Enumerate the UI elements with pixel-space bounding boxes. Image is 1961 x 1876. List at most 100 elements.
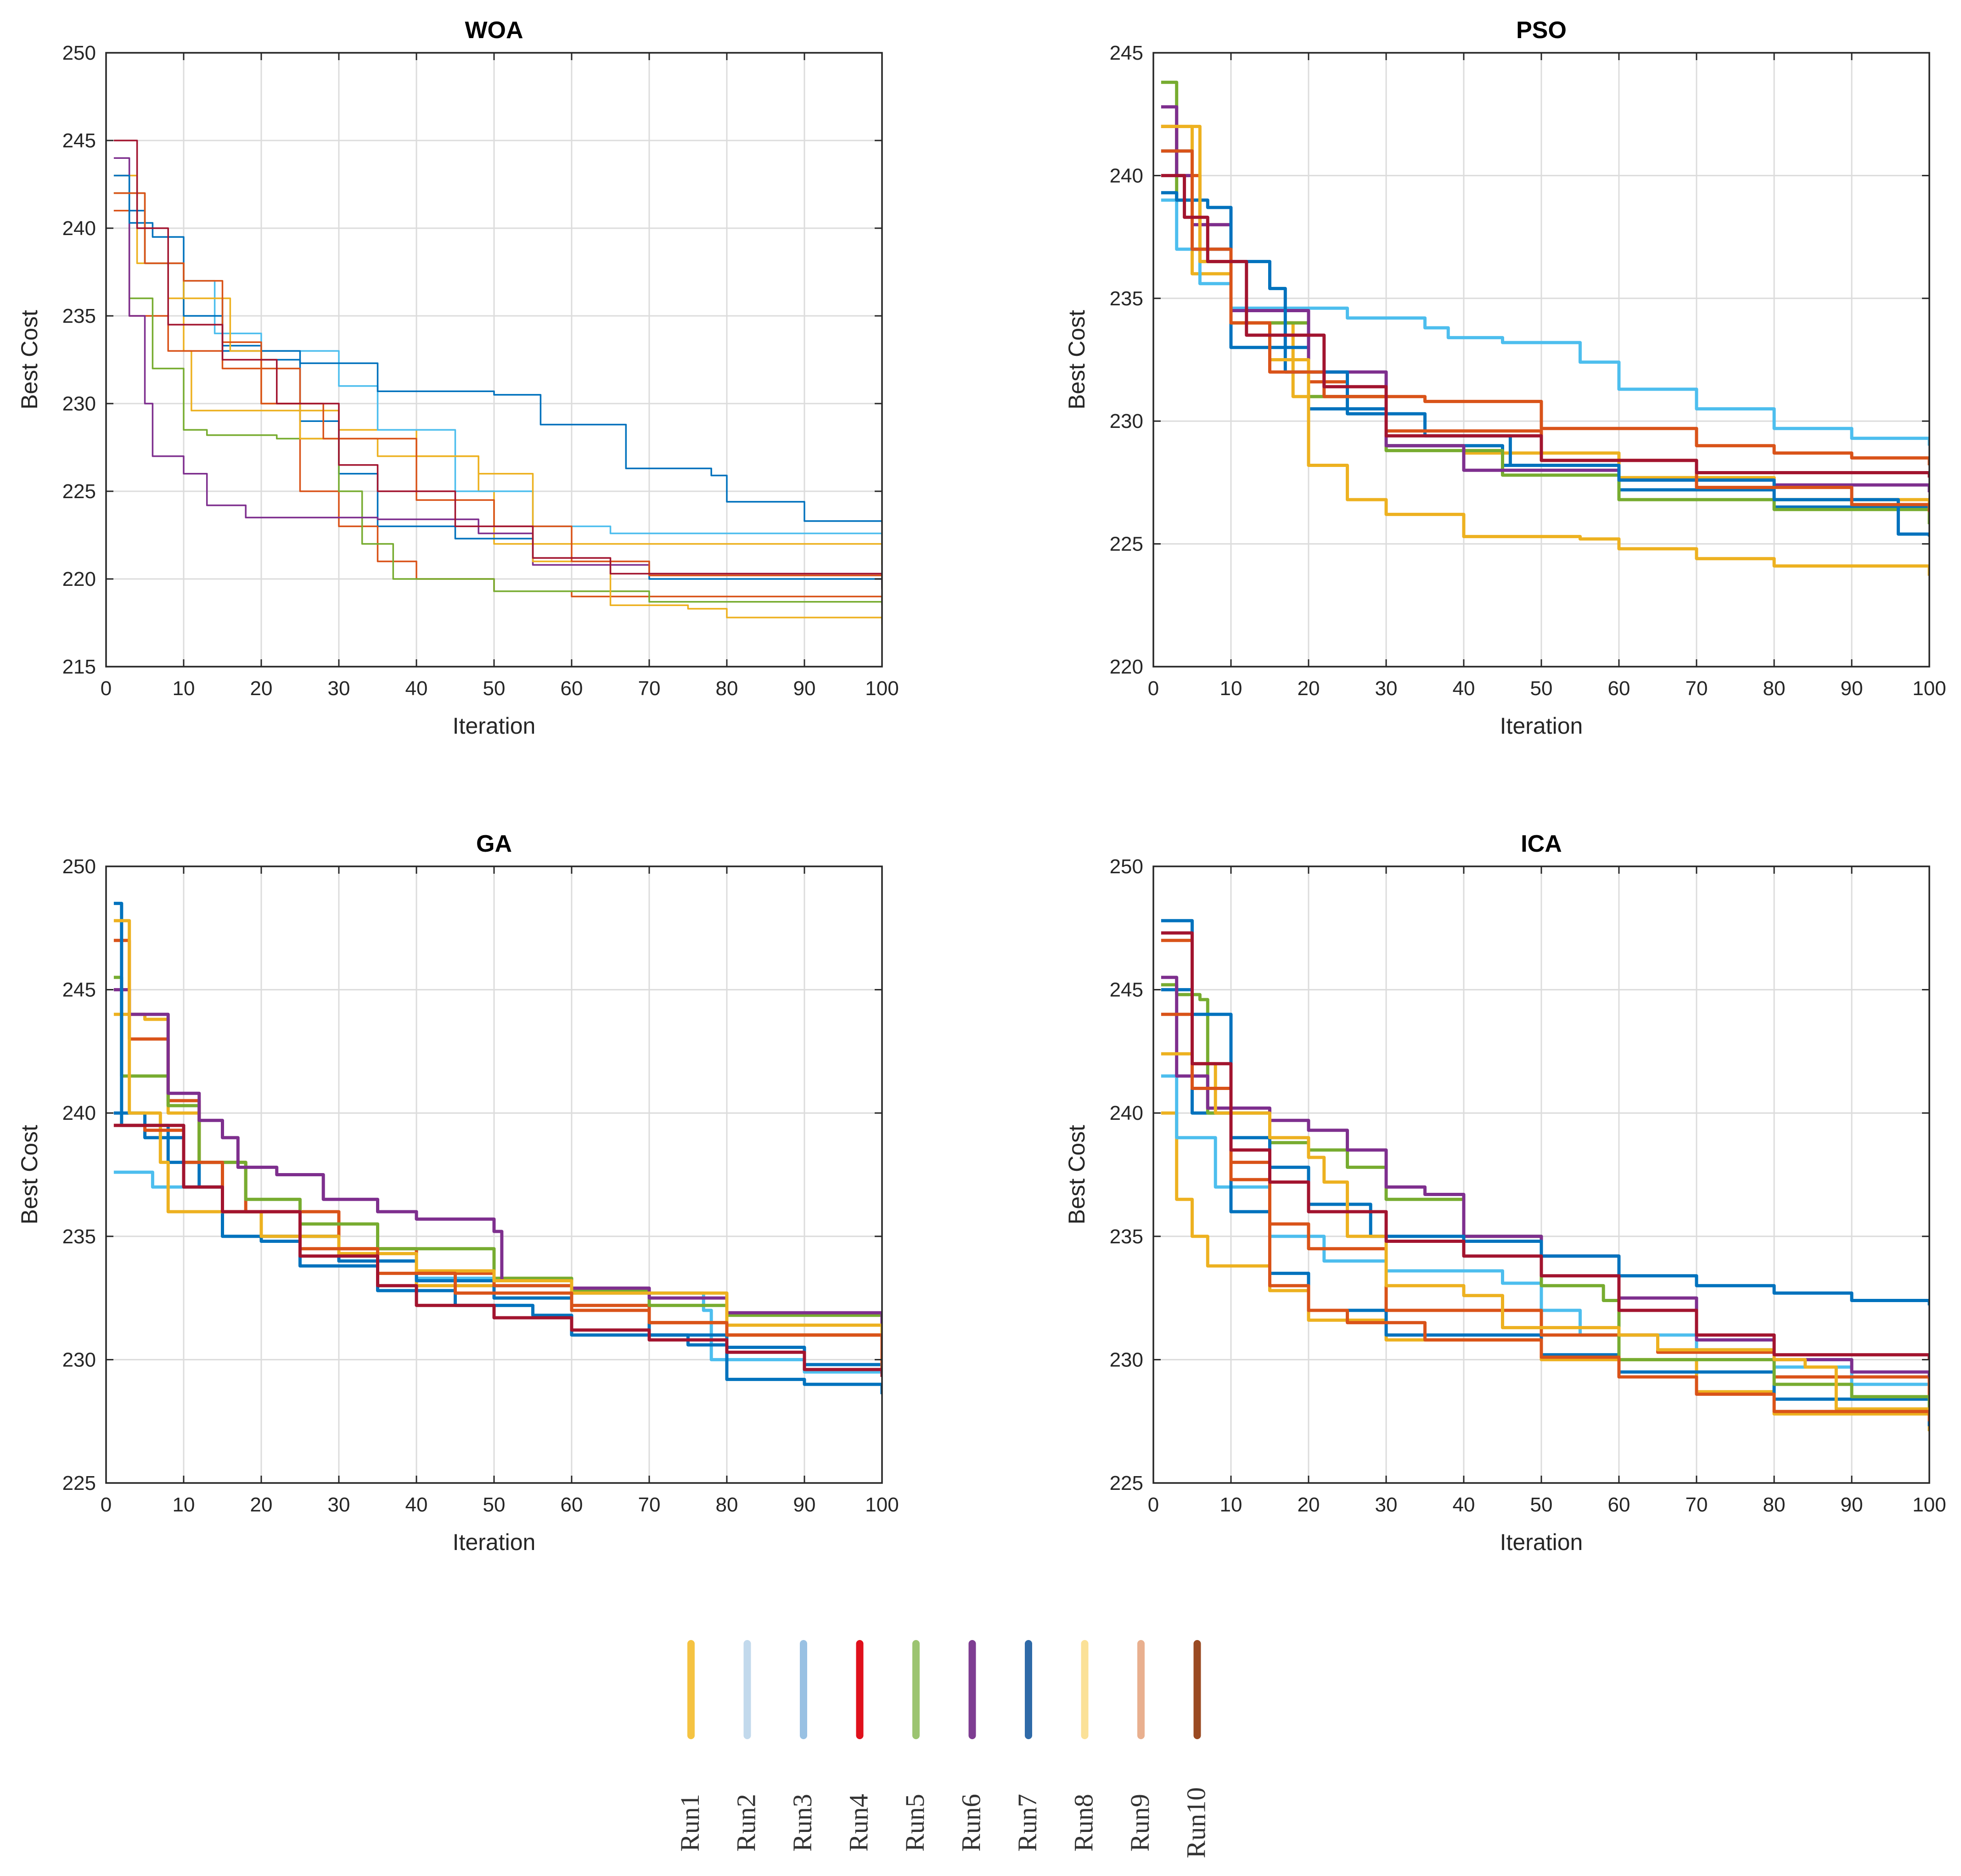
y-tick-label: 230 <box>62 393 96 415</box>
x-tick-label: 60 <box>561 1494 583 1516</box>
series-line-run2 <box>1161 198 1929 446</box>
y-axis-label: Best Cost <box>1064 1125 1090 1224</box>
chart-title: GA <box>476 831 512 857</box>
series-lines <box>1161 919 1929 1432</box>
chart-title: PSO <box>1516 17 1567 44</box>
x-tick-label: 50 <box>483 1494 506 1516</box>
series-line-run10 <box>113 1123 882 1377</box>
y-tick-label: 215 <box>62 656 96 678</box>
x-tick-label: 30 <box>328 677 350 700</box>
series-line-run5 <box>113 976 882 1335</box>
y-tick-label: 235 <box>62 1225 96 1248</box>
x-tick-label: 50 <box>1530 677 1553 700</box>
x-tick-label: 90 <box>1841 1494 1863 1516</box>
y-tick-label: 240 <box>62 217 96 240</box>
x-tick-label: 100 <box>1912 1494 1946 1516</box>
x-tick-label: 0 <box>101 1494 112 1516</box>
series-line-run7 <box>113 174 882 523</box>
x-tick-label: 50 <box>1530 1494 1553 1516</box>
series-line-run6 <box>113 157 882 583</box>
x-tick-label: 40 <box>405 1494 428 1516</box>
y-tick-label: 245 <box>1110 979 1143 1001</box>
y-tick-label: 250 <box>62 855 96 878</box>
y-tick-label: 225 <box>62 480 96 503</box>
x-tick-label: 80 <box>716 677 738 700</box>
x-tick-label: 70 <box>1686 1494 1708 1516</box>
legend: Run1 Run2 Run3 Run4 Run5 Run6 Run7 Run8 Run9 Run1… <box>675 1640 1211 1859</box>
x-tick-label: 20 <box>1298 677 1320 700</box>
y-tick-label: 245 <box>62 979 96 1001</box>
legend-item-run9: Run9 <box>1125 1640 1155 1852</box>
y-tick-label: 230 <box>62 1348 96 1371</box>
x-tick-label: 20 <box>250 677 273 700</box>
legend-label: Run6 <box>956 1794 986 1852</box>
x-tick-label: 10 <box>1220 677 1242 700</box>
y-tick-label: 250 <box>62 42 96 64</box>
chart-ica: 0 10 20 30 40 50 60 70 80 90 100 225 230 235 240 245 250… <box>1064 831 1946 1555</box>
legend-label: Run8 <box>1069 1794 1099 1852</box>
x-tick-label: 80 <box>1763 677 1786 700</box>
x-tick-label: 100 <box>865 1494 899 1516</box>
y-tick-label: 225 <box>62 1472 96 1494</box>
y-tick-label: 230 <box>1110 1348 1143 1371</box>
y-tick-label: 235 <box>1110 1225 1143 1248</box>
x-tick-label: 100 <box>865 677 899 700</box>
x-tick-label: 10 <box>173 1494 195 1516</box>
legend-label: Run2 <box>731 1794 761 1852</box>
y-tick-label: 220 <box>1110 656 1143 678</box>
x-tick-label: 60 <box>561 677 583 700</box>
x-tick-label: 40 <box>1453 1494 1475 1516</box>
legend-item-run10: Run10 <box>1181 1640 1211 1859</box>
chart-woa: 0 10 20 30 40 50 60 70 80 90 100 215 220 225 230 235 240… <box>17 17 899 739</box>
series-lines <box>113 140 882 625</box>
y-tick-label: 245 <box>1110 42 1143 64</box>
y-axis-label: Best Cost <box>17 310 42 410</box>
x-axis-label: Iteration <box>453 1529 536 1555</box>
x-tick-label: 30 <box>328 1494 350 1516</box>
series-line-run5 <box>1161 983 1929 1419</box>
x-axis-label: Iteration <box>1500 713 1583 739</box>
legend-label: Run9 <box>1125 1794 1155 1852</box>
chart-pso: 0 10 20 30 40 50 60 70 80 90 100 220 225 230 235 240 245… <box>1064 17 1946 739</box>
series-lines <box>1161 80 1929 576</box>
x-tick-label: 80 <box>1763 1494 1786 1516</box>
x-tick-label: 20 <box>1298 1494 1320 1516</box>
x-tick-label: 10 <box>1220 1494 1242 1516</box>
y-tick-label: 240 <box>1110 1102 1143 1124</box>
y-tick-label: 225 <box>1110 1472 1143 1494</box>
legend-item-run4: Run4 <box>844 1640 874 1852</box>
legend-label: Run3 <box>787 1794 817 1852</box>
series-line-run9 <box>113 192 882 577</box>
y-tick-label: 245 <box>62 129 96 152</box>
y-tick-label: 235 <box>1110 287 1143 310</box>
y-tick-label: 220 <box>62 568 96 590</box>
x-tick-label: 100 <box>1912 677 1946 700</box>
x-tick-label: 70 <box>1686 677 1708 700</box>
series-line-run10 <box>113 140 882 590</box>
legend-item-run7: Run7 <box>1012 1640 1042 1852</box>
x-tick-label: 50 <box>483 677 506 700</box>
x-tick-label: 40 <box>405 677 428 700</box>
legend-label: Run7 <box>1012 1794 1042 1852</box>
legend-item-run1: Run1 <box>675 1640 705 1852</box>
legend-label: Run5 <box>900 1794 930 1852</box>
y-tick-label: 225 <box>1110 533 1143 556</box>
legend-label: Run10 <box>1181 1787 1211 1859</box>
x-tick-label: 70 <box>638 677 661 700</box>
series-line-run10 <box>1161 174 1929 478</box>
chart-ga: 0 10 20 30 40 50 60 70 80 90 100 225 230 235 240 245 250… <box>17 831 899 1555</box>
x-tick-label: 70 <box>638 1494 661 1516</box>
chart-title: WOA <box>465 17 523 44</box>
y-tick-label: 250 <box>1110 855 1143 878</box>
x-axis-label: Iteration <box>1500 1529 1583 1555</box>
series-line-run8 <box>113 919 882 1353</box>
x-tick-label: 60 <box>1608 1494 1630 1516</box>
x-tick-label: 30 <box>1375 1494 1398 1516</box>
x-tick-label: 90 <box>1841 677 1863 700</box>
series-line-run8 <box>113 192 882 625</box>
y-tick-label: 240 <box>1110 164 1143 187</box>
legend-item-run5: Run5 <box>900 1640 930 1852</box>
legend-label: Run1 <box>675 1794 705 1852</box>
x-tick-label: 0 <box>1148 1494 1159 1516</box>
